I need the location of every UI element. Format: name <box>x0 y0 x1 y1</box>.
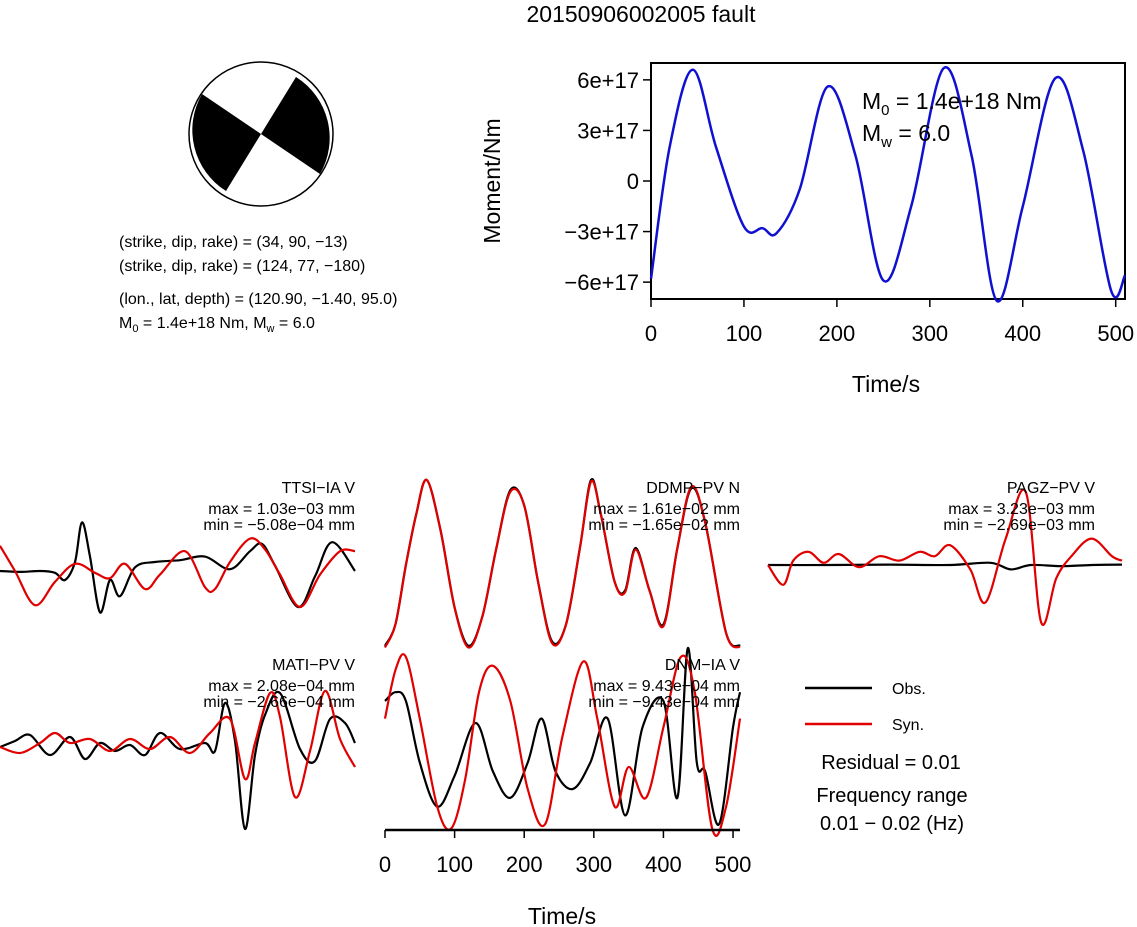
synthetic-waveform <box>0 537 356 609</box>
waveform-x-tick-label: 200 <box>506 852 543 877</box>
stf-x-tick-label: 0 <box>645 321 657 346</box>
synthetic-waveform <box>383 478 741 649</box>
observed-waveform <box>384 647 742 826</box>
min-amplitude: min = −1.65e−02 mm <box>588 517 740 534</box>
min-amplitude: min = −5.08e−04 mm <box>203 517 355 534</box>
legend-obs-label: Obs. <box>892 681 926 698</box>
waveform-x-tick-label: 500 <box>715 852 752 877</box>
legend-syn-label: Syn. <box>892 717 924 734</box>
synthetic-waveform <box>0 689 356 799</box>
min-amplitude: min = −9.43e−04 mm <box>588 694 740 711</box>
waveform-axis-ticks: 0 100 200 300 400 500 <box>379 830 752 877</box>
waveform-x-tick-label: 300 <box>575 852 612 877</box>
stf-y-axis: −6e+17 −3e+17 0 3e+17 6e+17 <box>564 68 651 295</box>
observed-waveform <box>0 521 356 614</box>
stf-x-axis-label: Time/s <box>852 371 920 397</box>
residual-value: Residual = 0.01 <box>821 752 961 774</box>
stf-y-tick-label: 6e+17 <box>577 68 639 93</box>
waveform-legend: Obs. Syn. Residual = 0.01 Frequency rang… <box>805 681 968 835</box>
station-label: MATI−PV V <box>272 657 355 674</box>
synthetic-waveform <box>767 488 1123 626</box>
max-amplitude: max = 9.43e−04 mm <box>593 678 740 695</box>
max-amplitude: max = 3.23e−03 mm <box>948 501 1095 518</box>
source-time-function-plot: −6e+17 −3e+17 0 3e+17 6e+17 0 100 200 300 400 500… <box>479 62 1134 397</box>
stf-x-tick-label: 100 <box>726 321 763 346</box>
stf-y-tick-label: 0 <box>627 169 639 194</box>
stf-x-tick-label: 500 <box>1097 321 1134 346</box>
waveform-x-tick-label: 0 <box>379 852 391 877</box>
station-label: TTSI−IA V <box>282 480 356 497</box>
waveform-time-axis: 0 100 200 300 400 500 Time/s <box>379 828 752 927</box>
beachball-compression-quadrant-1 <box>261 77 330 174</box>
waveform-x-axis-label: Time/s <box>528 903 596 927</box>
nodal-plane-1: (strike, dip, rake) = (34, 90, −13) <box>119 234 348 251</box>
event-location: (lon., lat, depth) = (120.90, −1.40, 95.… <box>119 291 397 308</box>
observed-waveform <box>0 690 356 831</box>
stf-moment-annotation: M0 = 1.4e+18 Nm <box>862 88 1042 119</box>
stf-y-tick-label: −6e+17 <box>564 270 639 295</box>
stf-x-tick-label: 200 <box>819 321 856 346</box>
event-magnitude: M0 = 1.4e+18 Nm, Mw = 6.0 <box>119 315 315 335</box>
stf-magnitude-annotation: Mw = 6.0 <box>862 120 950 151</box>
focal-mechanism-beachball <box>188 61 334 207</box>
min-amplitude: min = −2.66e−04 mm <box>203 694 355 711</box>
station-label: PAGZ−PV V <box>1007 480 1096 497</box>
min-amplitude: min = −2.69e−03 mm <box>943 517 1095 534</box>
beachball-compression-quadrant-2 <box>192 94 261 191</box>
stf-y-tick-label: −3e+17 <box>564 220 639 245</box>
max-amplitude: max = 2.08e−04 mm <box>208 678 355 695</box>
max-amplitude: max = 1.61e−02 mm <box>593 501 740 518</box>
stf-curve <box>649 66 1127 303</box>
stf-y-axis-label: Moment/Nm <box>479 118 505 243</box>
stf-y-tick-label: 3e+17 <box>577 118 639 143</box>
frequency-range-title: Frequency range <box>816 785 967 807</box>
station-label: DDMP−PV N <box>646 480 740 497</box>
figure-title: 20150906002005 fault <box>527 1 757 27</box>
stf-x-tick-label: 300 <box>911 321 948 346</box>
waveform-x-tick-label: 100 <box>436 852 473 877</box>
observed-waveform <box>767 561 1123 571</box>
station-label: DNM−IA V <box>665 657 740 674</box>
frequency-range-value: 0.01 − 0.02 (Hz) <box>820 813 964 835</box>
nodal-plane-2: (strike, dip, rake) = (124, 77, −180) <box>119 258 365 275</box>
synthetic-waveform <box>383 653 742 837</box>
mechanism-info: (strike, dip, rake) = (34, 90, −13) (str… <box>119 234 397 335</box>
stf-plot-frame <box>650 62 1126 300</box>
waveform-x-tick-label: 400 <box>645 852 682 877</box>
stf-x-axis: 0 100 200 300 400 500 <box>645 299 1134 346</box>
max-amplitude: max = 1.03e−03 mm <box>208 501 355 518</box>
stf-x-tick-label: 400 <box>1004 321 1041 346</box>
